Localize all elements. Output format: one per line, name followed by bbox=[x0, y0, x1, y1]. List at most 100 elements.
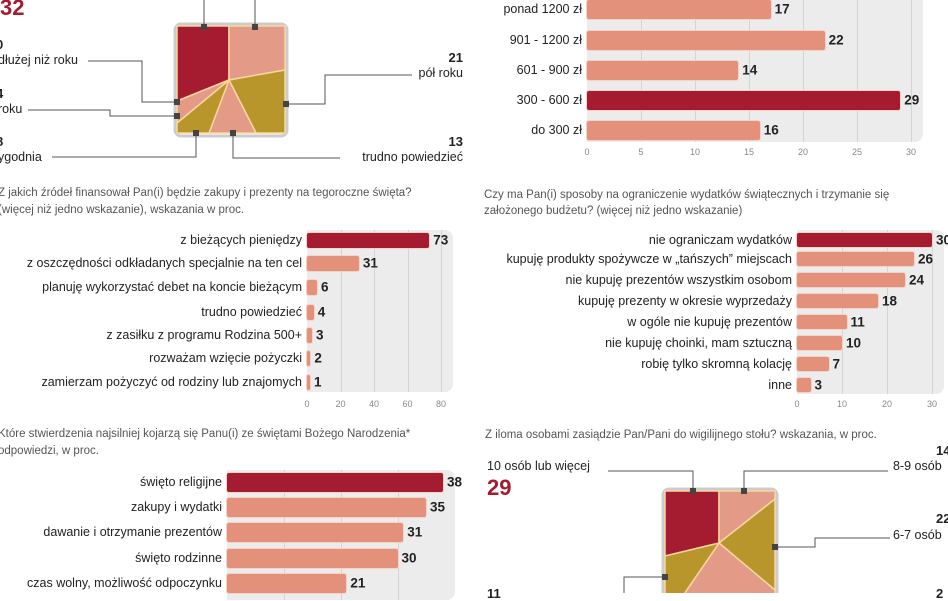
bar[interactable] bbox=[797, 294, 878, 308]
pie2-value: 11 bbox=[487, 586, 501, 601]
axis-tick-label: 0 bbox=[304, 399, 310, 409]
axis-tick-label: 20 bbox=[335, 399, 346, 409]
gridline bbox=[441, 230, 442, 392]
bar-label: kupuję prezenty w okresie wyprzedaży bbox=[578, 294, 792, 308]
bar[interactable] bbox=[587, 90, 901, 110]
gridline bbox=[932, 230, 933, 394]
bar[interactable] bbox=[587, 60, 739, 80]
bar[interactable] bbox=[587, 120, 760, 140]
bar[interactable] bbox=[307, 255, 359, 271]
bar-label: święto religijne bbox=[140, 475, 222, 489]
axis-tick-label: 10 bbox=[836, 399, 848, 409]
axis-tick-label: 30 bbox=[926, 399, 938, 409]
axis-tick-label: 15 bbox=[743, 147, 755, 157]
gridline bbox=[340, 230, 342, 392]
axis-tick-label: 20 bbox=[797, 147, 809, 157]
axis-tick-label: 0 bbox=[794, 399, 800, 409]
pie1-value: 21 bbox=[448, 50, 463, 65]
pie1-value: 13 bbox=[448, 134, 463, 149]
bar-label: inne bbox=[768, 378, 792, 392]
axis-tick-label: 20 bbox=[881, 399, 893, 409]
bar[interactable] bbox=[227, 497, 426, 517]
gridline bbox=[407, 230, 409, 392]
bar-label: robię tylko skromną kolację bbox=[641, 357, 792, 371]
bar[interactable] bbox=[307, 232, 430, 248]
bar[interactable] bbox=[797, 378, 811, 392]
pie2-label: 6-7 osób bbox=[893, 528, 942, 542]
gridline bbox=[857, 0, 858, 142]
pie2-label: 10 osób lub więcej bbox=[487, 459, 590, 473]
gridline bbox=[803, 0, 804, 142]
bar-value: 17 bbox=[774, 1, 790, 17]
gridline bbox=[842, 230, 843, 394]
bar-label: ponad 1200 zł bbox=[503, 2, 582, 16]
pie1-value: 4 bbox=[0, 86, 3, 101]
bar-value: 30 bbox=[401, 550, 417, 566]
pie1-big-value: 32 bbox=[0, 0, 25, 20]
chart4-title-line2: odpowiedzi, w proc. bbox=[0, 445, 99, 457]
bar-label: nie kupuję choinki, mam sztuczną bbox=[605, 336, 792, 350]
bar[interactable] bbox=[307, 327, 313, 343]
bar[interactable] bbox=[587, 30, 825, 50]
bar[interactable] bbox=[227, 548, 398, 568]
bar-value: 21 bbox=[350, 575, 366, 591]
pie1-label: trudno powiedzieć bbox=[362, 150, 463, 164]
bar[interactable] bbox=[797, 336, 842, 350]
axis-tick-label: 5 bbox=[638, 147, 644, 157]
pie1-label: dłużej niż roku bbox=[0, 53, 78, 67]
bar-value: 1 bbox=[314, 374, 322, 390]
bar-label: 901 - 1200 zł bbox=[509, 33, 582, 47]
axis-tick-label: 10 bbox=[689, 147, 701, 157]
axis-tick-label: 25 bbox=[851, 147, 863, 157]
bar[interactable] bbox=[797, 252, 914, 266]
bar[interactable] bbox=[227, 573, 347, 593]
bar-label: nie ograniczam wydatków bbox=[648, 233, 792, 247]
pie1-slice-roku bbox=[176, 79, 230, 125]
bar-label: planuję wykorzystać debet na koncie bież… bbox=[42, 280, 302, 294]
bar[interactable] bbox=[307, 279, 318, 295]
bar-label: do 300 zł bbox=[531, 123, 582, 137]
bar[interactable] bbox=[307, 350, 311, 366]
bar-label: rozważam wzięcie pożyczki bbox=[149, 351, 302, 365]
bar-value: 18 bbox=[882, 293, 898, 309]
chart3-title-line2: założonego budżetu? (więcej niż jedno ws… bbox=[484, 205, 743, 217]
bar-label: święto rodzinne bbox=[135, 551, 222, 565]
bar-label: 300 - 600 zł bbox=[516, 93, 582, 107]
gridline bbox=[749, 0, 750, 142]
pie2-title: Z iloma osobami zasiądzie Pan/Pani do wi… bbox=[485, 429, 877, 441]
bar[interactable] bbox=[797, 315, 847, 329]
chart3-title-line1: Czy ma Pan(i) sposoby na ograniczenie wy… bbox=[484, 189, 890, 201]
gridline bbox=[911, 0, 912, 142]
bar-value: 29 bbox=[904, 92, 920, 108]
bar[interactable] bbox=[797, 357, 829, 371]
pie2-value: 14 bbox=[936, 443, 948, 458]
bar-value: 26 bbox=[918, 251, 934, 267]
bar-label: nie kupuję prezentów wszystkim osobom bbox=[565, 273, 793, 287]
bar-label: trudno powiedzieć bbox=[201, 305, 302, 319]
bar-label: kupuję produkty spożywcze w „tańszych” m… bbox=[506, 252, 792, 266]
bar-value: 3 bbox=[316, 327, 324, 343]
pie2-value: 2 bbox=[936, 586, 944, 601]
bar[interactable] bbox=[307, 304, 314, 320]
bar[interactable] bbox=[587, 0, 771, 19]
axis-tick-label: 80 bbox=[435, 399, 447, 409]
axis-tick-label: 40 bbox=[368, 399, 380, 409]
bar[interactable] bbox=[797, 233, 932, 247]
pie2-label: 8-9 osób bbox=[893, 459, 942, 473]
axis-tick-label: 0 bbox=[584, 147, 590, 157]
bar-label: zakupy i wydatki bbox=[130, 500, 222, 514]
bar-value: 2 bbox=[314, 350, 322, 366]
bar-value: 11 bbox=[850, 314, 865, 330]
bar-label: dawanie i otrzymanie prezentów bbox=[43, 525, 222, 539]
bar[interactable] bbox=[227, 472, 443, 492]
bar-label: czas wolny, możliwość odpoczynku bbox=[27, 576, 222, 590]
bar-value: 35 bbox=[429, 499, 445, 515]
bar-value: 3 bbox=[814, 377, 823, 393]
bar[interactable] bbox=[307, 374, 310, 390]
bar[interactable] bbox=[797, 273, 905, 287]
pie2-big-value: 29 bbox=[487, 475, 512, 500]
bar[interactable] bbox=[227, 522, 404, 542]
bar-label: z bieżących pieniędzy bbox=[180, 233, 302, 247]
